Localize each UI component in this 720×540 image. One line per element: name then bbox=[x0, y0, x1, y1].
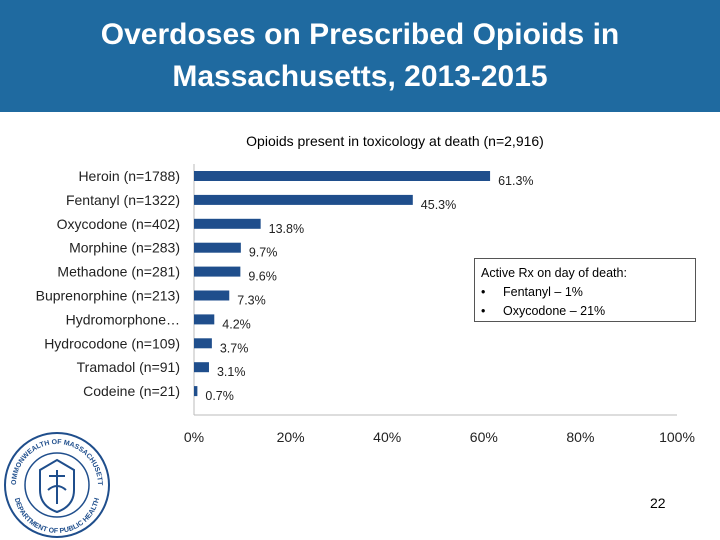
callout-list: • Fentanyl – 1% • Oxycodone – 21% bbox=[481, 283, 689, 321]
bar bbox=[194, 171, 491, 181]
callout-heading: Active Rx on day of death: bbox=[481, 266, 627, 280]
page-number: 22 bbox=[650, 495, 666, 511]
x-tick-label: 60% bbox=[470, 429, 498, 445]
data-label: 45.3% bbox=[421, 198, 456, 212]
callout-item-fentanyl: • Fentanyl – 1% bbox=[481, 283, 689, 302]
x-tick-label: 20% bbox=[277, 429, 305, 445]
x-tick-label: 80% bbox=[566, 429, 594, 445]
category-label: Hydrocodone (n=109) bbox=[44, 335, 180, 351]
plot-area: Heroin (n=1788) 61.3% Fentanyl (n=1322) 45.… bbox=[36, 164, 695, 445]
bar bbox=[194, 314, 215, 325]
category-label: Tramadol (n=91) bbox=[77, 359, 180, 375]
title-bar: Overdoses on Prescribed Opioids in Massa… bbox=[0, 0, 720, 112]
callout-item-text: Oxycodone – 21% bbox=[503, 304, 606, 318]
category-label: Heroin (n=1788) bbox=[78, 168, 180, 184]
data-label: 3.1% bbox=[217, 365, 246, 379]
category-label: Hydromorphone… bbox=[66, 311, 180, 327]
data-label: 0.7% bbox=[205, 389, 234, 403]
data-label: 9.6% bbox=[248, 270, 276, 284]
slide-title: Overdoses on Prescribed Opioids in Massa… bbox=[100, 18, 620, 93]
x-tick-label: 40% bbox=[373, 429, 401, 445]
data-label: 61.3% bbox=[498, 174, 533, 188]
data-label: 4.2% bbox=[222, 317, 251, 331]
bar bbox=[194, 266, 241, 277]
callout-item-text: Fentanyl – 1% bbox=[503, 285, 583, 299]
category-label: Buprenorphine (n=213) bbox=[36, 288, 180, 304]
x-tick-label: 100% bbox=[659, 429, 695, 445]
callout-item-oxycodone: • Oxycodone – 21% bbox=[481, 302, 689, 321]
data-label: 7.3% bbox=[237, 294, 266, 308]
category-label: Codeine (n=21) bbox=[83, 383, 180, 399]
bar bbox=[194, 242, 241, 253]
bar bbox=[194, 362, 209, 373]
category-label: Fentanyl (n=1322) bbox=[66, 192, 180, 208]
x-tick-label: 0% bbox=[184, 429, 204, 445]
category-label: Oxycodone (n=402) bbox=[57, 216, 180, 232]
opioid-bar-chart: Opioids present in toxicology at death (… bbox=[36, 133, 695, 445]
category-label: Morphine (n=283) bbox=[69, 240, 180, 256]
data-label: 3.7% bbox=[220, 341, 249, 355]
bar bbox=[194, 386, 198, 397]
bullet-icon: • bbox=[481, 304, 486, 318]
category-label: Methadone (n=281) bbox=[57, 264, 180, 280]
bar bbox=[194, 218, 261, 229]
data-label: 9.7% bbox=[249, 246, 278, 260]
data-label: 13.8% bbox=[269, 222, 304, 236]
bullet-icon: • bbox=[481, 285, 486, 299]
bar bbox=[194, 194, 413, 205]
dph-seal-icon: COMMONWEALTH OF MASSACHUSETTS DEPARTMENT… bbox=[2, 430, 110, 538]
bar bbox=[194, 290, 230, 301]
bar bbox=[194, 338, 212, 349]
chart-title: Opioids present in toxicology at death (… bbox=[246, 133, 544, 149]
active-rx-callout: Active Rx on day of death: • Fentanyl – 1… bbox=[474, 258, 696, 322]
